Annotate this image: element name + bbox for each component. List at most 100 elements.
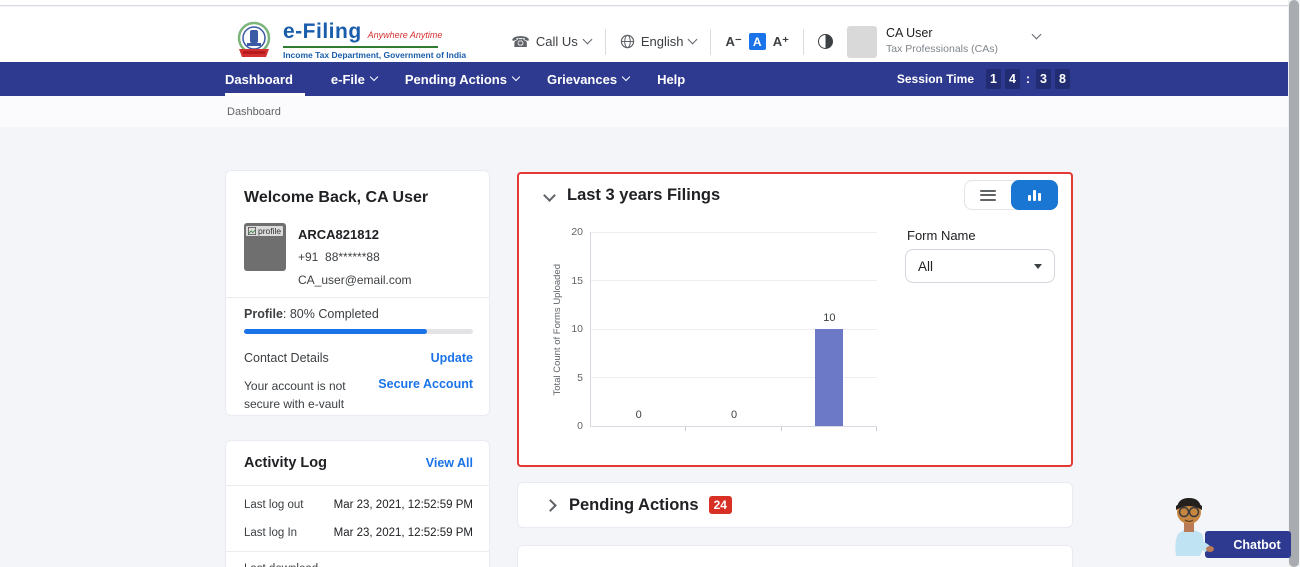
chevron-down-icon bbox=[511, 72, 521, 82]
session-digit: 4 bbox=[1005, 69, 1020, 89]
welcome-user-name: CA User bbox=[365, 189, 429, 206]
secure-account-link[interactable]: Secure Account bbox=[378, 377, 473, 391]
chatbot-button[interactable]: Chatbot bbox=[1205, 531, 1291, 558]
language-label: English bbox=[640, 34, 684, 49]
font-smaller-button[interactable]: A⁻ bbox=[725, 33, 742, 49]
avatar bbox=[846, 25, 877, 58]
language-menu[interactable]: English bbox=[620, 34, 698, 49]
chart-bar bbox=[815, 329, 844, 426]
chart-view-button[interactable] bbox=[1010, 180, 1058, 210]
nav-pending-actions[interactable]: Pending Actions bbox=[391, 62, 533, 96]
pending-count-badge: 24 bbox=[708, 496, 732, 514]
chevron-down-icon bbox=[582, 34, 593, 45]
y-tick-label: 15 bbox=[571, 274, 583, 287]
divider bbox=[604, 28, 606, 55]
chart-plot: 0 0 10 bbox=[590, 231, 877, 431]
collapse-chevron-icon[interactable] bbox=[543, 189, 556, 202]
activity-log-card: Activity Log View All Last log out Mar 2… bbox=[225, 440, 490, 567]
phone-icon: ☎ bbox=[511, 33, 530, 51]
session-digit: 8 bbox=[1055, 69, 1070, 89]
chevron-down-icon bbox=[688, 34, 698, 45]
user-phone: +91 88******88 bbox=[298, 250, 380, 264]
brand-tagline: Anywhere Anytime bbox=[367, 30, 443, 40]
welcome-card: Welcome Back, CA User profile ARCA821812… bbox=[225, 170, 490, 416]
user-name: CA User bbox=[885, 25, 933, 40]
divider bbox=[226, 485, 489, 486]
contact-details-label: Contact Details bbox=[244, 351, 329, 365]
chevron-down-icon bbox=[369, 72, 379, 82]
caret-down-icon bbox=[1034, 263, 1042, 269]
scrollbar-thumb[interactable] bbox=[1289, 0, 1299, 567]
chevron-right-icon bbox=[544, 498, 557, 512]
session-label: Session Time bbox=[896, 72, 974, 86]
data-label: 0 bbox=[635, 409, 642, 421]
chatbot-avatar[interactable] bbox=[1160, 494, 1224, 567]
gridline bbox=[591, 231, 877, 233]
list-view-button[interactable] bbox=[965, 181, 1011, 209]
y-tick-label: 20 bbox=[571, 226, 583, 238]
contrast-toggle-icon[interactable] bbox=[817, 34, 833, 49]
chart-yticks: 0 5 10 15 20 bbox=[559, 226, 583, 432]
gridline bbox=[591, 328, 877, 330]
nav-grievances[interactable]: Grievances bbox=[533, 62, 643, 96]
form-name-value: All bbox=[918, 258, 934, 274]
user-email: CA_user@email.com bbox=[298, 273, 412, 287]
breadcrumb-strip bbox=[0, 96, 1300, 127]
divider bbox=[710, 28, 712, 55]
scrollbar[interactable] bbox=[1288, 0, 1300, 567]
x-tick-mark bbox=[780, 427, 782, 431]
nav-help[interactable]: Help bbox=[657, 71, 686, 87]
user-menu[interactable]: CA User Tax Professionals (CAs) bbox=[846, 25, 1042, 58]
filings-chart-card: Last 3 years Filings Form Name All Total… bbox=[517, 172, 1073, 502]
call-us-label: Call Us bbox=[535, 34, 578, 49]
pending-actions-card[interactable]: Pending Actions 24 bbox=[517, 482, 1073, 528]
update-link[interactable]: Update bbox=[430, 351, 473, 365]
session-timer: Session Time 1 4 : 3 8 bbox=[897, 62, 1070, 96]
call-us-menu[interactable]: ☎ Call Us bbox=[511, 33, 593, 51]
browser-edge-strip bbox=[0, 0, 1300, 6]
font-normal-button[interactable]: A bbox=[748, 33, 766, 50]
view-all-link[interactable]: View All bbox=[425, 456, 473, 470]
x-tick-mark bbox=[685, 427, 687, 431]
list-icon bbox=[979, 189, 996, 201]
globe-icon bbox=[620, 34, 635, 49]
breadcrumb: Dashboard bbox=[227, 106, 281, 118]
partial-card bbox=[517, 545, 1073, 567]
nav-dashboard[interactable]: Dashboard bbox=[225, 62, 317, 96]
brand-underline bbox=[283, 46, 438, 48]
brand-subtitle: Income Tax Department, Government of Ind… bbox=[283, 50, 467, 60]
gridline bbox=[591, 377, 877, 378]
brand-name: e-Filing bbox=[283, 20, 362, 43]
session-digit: 1 bbox=[986, 69, 1001, 89]
national-emblem-icon bbox=[237, 21, 271, 57]
profile-progress bbox=[244, 329, 473, 334]
welcome-title: Welcome Back, CA User bbox=[244, 189, 429, 206]
divider bbox=[802, 28, 804, 55]
header: e-Filing Anywhere Anytime Income Tax Dep… bbox=[0, 7, 1300, 62]
view-toggle-group bbox=[964, 180, 1058, 210]
broken-image-icon bbox=[248, 227, 256, 235]
divider bbox=[226, 551, 489, 552]
pending-actions-title: Pending Actions bbox=[569, 495, 699, 514]
profile-image-placeholder: profile bbox=[244, 223, 286, 271]
bar-chart-icon bbox=[1027, 195, 1031, 201]
chevron-down-icon bbox=[621, 72, 631, 82]
activity-row: Last download bbox=[244, 563, 473, 567]
activity-row: Last log out Mar 23, 2021, 12:52:59 PM bbox=[244, 499, 473, 511]
session-colon: : bbox=[1025, 72, 1031, 86]
chevron-down-icon bbox=[1031, 29, 1042, 39]
profile-progress-fill bbox=[244, 329, 428, 334]
user-id: ARCA821812 bbox=[298, 227, 379, 242]
secure-account-text: Your account is not secure with e-vault bbox=[244, 379, 346, 411]
activity-log-title: Activity Log bbox=[244, 455, 327, 471]
site-logo[interactable]: e-Filing Anywhere Anytime Income Tax Dep… bbox=[233, 19, 466, 61]
data-label: 0 bbox=[730, 409, 738, 421]
divider bbox=[226, 297, 489, 298]
font-larger-button[interactable]: A⁺ bbox=[772, 33, 789, 49]
activity-row: Last log In Mar 23, 2021, 12:52:59 PM bbox=[244, 527, 473, 539]
filings-title: Last 3 years Filings bbox=[567, 186, 721, 204]
form-name-label: Form Name bbox=[907, 228, 976, 243]
nav-e-file[interactable]: e-File bbox=[317, 62, 391, 96]
form-name-select[interactable]: All bbox=[905, 249, 1055, 283]
data-label: 10 bbox=[823, 312, 836, 324]
